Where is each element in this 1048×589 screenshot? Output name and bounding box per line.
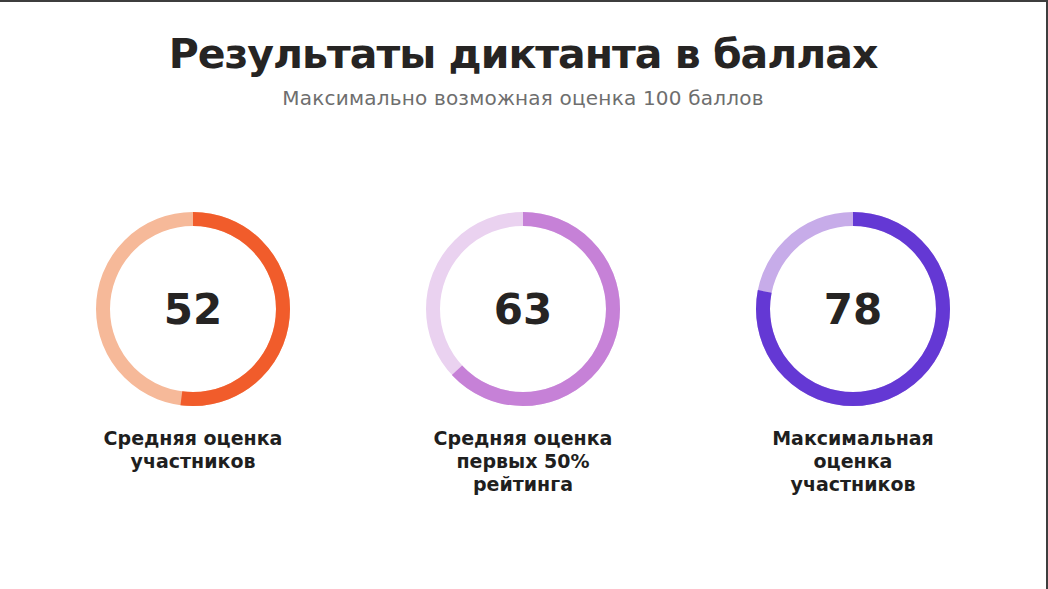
chart-average-score: 52 Средняя оценка участников: [28, 212, 358, 496]
page-subtitle: Максимально возможная оценка 100 баллов: [0, 86, 1046, 110]
chart-max-score: 78 Максимальная оценка участников: [688, 212, 1018, 496]
chart-label: Средняя оценка первых 50% рейтинга: [434, 427, 613, 496]
donut-ring-top50: 63: [426, 212, 620, 406]
chart-label: Максимальная оценка участников: [772, 427, 934, 496]
infographic-page: Результаты диктанта в баллах Максимально…: [0, 0, 1048, 589]
donut-value: 63: [426, 212, 620, 406]
donut-value: 78: [756, 212, 950, 406]
chart-label: Средняя оценка участников: [104, 427, 283, 473]
chart-top50-score: 63 Средняя оценка первых 50% рейтинга: [358, 212, 688, 496]
donut-ring-average: 52: [96, 212, 290, 406]
donut-charts-row: 52 Средняя оценка участников 63 Средняя …: [0, 212, 1046, 496]
header: Результаты диктанта в баллах Максимально…: [0, 2, 1046, 110]
page-title: Результаты диктанта в баллах: [0, 29, 1046, 79]
donut-value: 52: [96, 212, 290, 406]
donut-ring-max: 78: [756, 212, 950, 406]
